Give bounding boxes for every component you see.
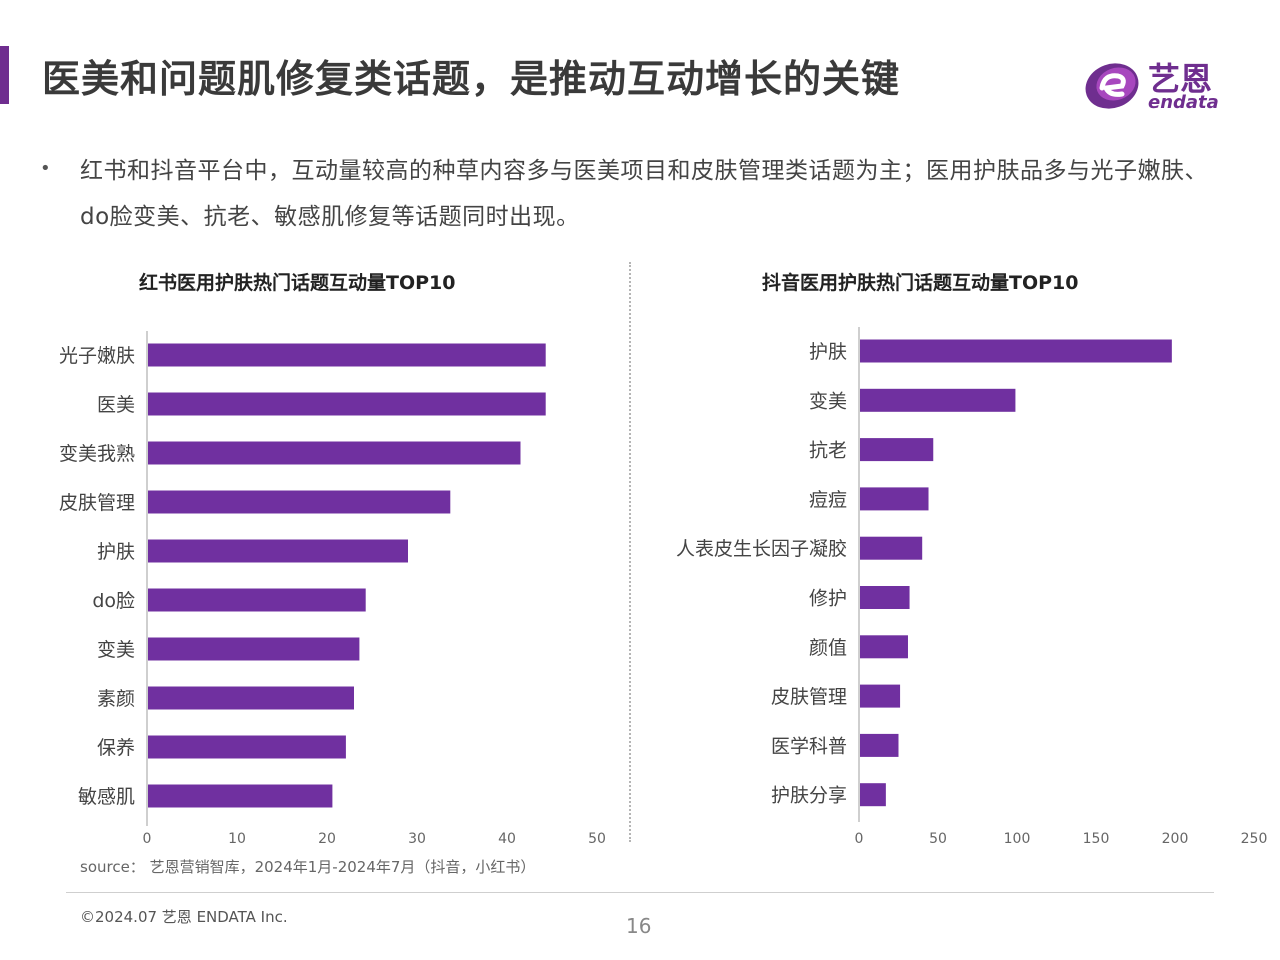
page-title: 医美和问题肌修复类话题，是推动互动增长的关键 [42, 57, 901, 101]
bar-1-9 [860, 783, 886, 807]
category-label: 人表皮生长因子凝胶 [676, 538, 847, 560]
category-label: 皮肤管理 [59, 492, 135, 514]
bar-1-5 [860, 586, 910, 609]
bar-1-7 [860, 684, 901, 708]
bar-1-0 [860, 339, 1172, 363]
category-label: 医学科普 [771, 735, 847, 757]
bar-0-1 [148, 392, 546, 416]
category-label: 皮肤管理 [771, 686, 847, 708]
category-label: 光子嫩肤 [59, 345, 135, 367]
x-tick-label: 200 [1162, 831, 1189, 847]
category-label: 医美 [97, 394, 135, 416]
category-label: 敏感肌 [78, 786, 135, 808]
bar-1-6 [860, 635, 908, 659]
category-label: 抗老 [809, 440, 847, 462]
x-tick-label: 250 [1241, 831, 1268, 847]
x-tick-label: 150 [1083, 831, 1110, 847]
bar-0-3 [148, 490, 451, 514]
category-label: 痘痘 [809, 489, 847, 511]
bar-1-8 [860, 733, 899, 757]
x-tick-label: 50 [929, 831, 947, 847]
bar-1-3 [860, 487, 929, 511]
category-label: 保养 [97, 737, 135, 759]
copyright: ©2024.07 艺恩 ENDATA Inc. [80, 908, 288, 926]
bar-1-2 [860, 438, 934, 462]
x-tick-label: 10 [228, 831, 246, 847]
category-label: 颜值 [809, 637, 847, 659]
endata-logo-icon [1085, 63, 1139, 109]
category-label: 护肤 [809, 341, 847, 363]
x-tick-label: 0 [855, 831, 864, 847]
x-tick-label: 0 [143, 831, 152, 847]
x-tick-label: 20 [318, 831, 336, 847]
chart-divider [629, 262, 631, 842]
bar-0-2 [148, 441, 521, 465]
category-label: 素颜 [97, 688, 135, 710]
bullet-marker: • [40, 158, 51, 179]
category-label: 修护 [809, 588, 847, 610]
bar-0-4 [148, 539, 408, 563]
category-label: 变美我熟 [59, 443, 135, 465]
bar-0-6 [148, 637, 360, 661]
x-tick-label: 50 [588, 831, 606, 847]
logo-text-en: endata [1148, 92, 1219, 113]
bullet-text: 红书和抖音平台中，互动量较高的种草内容多与医美项目和皮肤管理类话题为主；医用护肤… [80, 158, 1208, 230]
bar-1-1 [860, 388, 1016, 412]
title-accent-bar [0, 46, 9, 104]
chart-title-douyin: 抖音医用护肤热门话题互动量TOP10 [762, 272, 1079, 294]
source-note: source： 艺恩营销智库，2024年1月-2024年7月（抖音，小红书） [80, 858, 536, 876]
category-label: 护肤 [97, 541, 135, 563]
category-label: 护肤分享 [771, 785, 847, 807]
page-number: 16 [626, 914, 652, 938]
chart-title-xiaohongshu: 红书医用护肤热门话题互动量TOP10 [139, 272, 456, 294]
endata-logo: 艺恩 endata [1082, 54, 1232, 114]
bar-0-8 [148, 735, 346, 759]
category-label: 变美 [809, 390, 847, 412]
footer-divider [66, 892, 1214, 893]
bar-1-4 [860, 536, 923, 560]
category-label: 变美 [97, 639, 135, 661]
bar-0-7 [148, 686, 354, 710]
logo-text-cn: 艺恩 [1148, 60, 1213, 98]
x-tick-label: 30 [408, 831, 426, 847]
bar-0-0 [148, 343, 546, 367]
x-tick-label: 40 [498, 831, 516, 847]
category-label: do脸 [92, 590, 135, 612]
bar-0-5 [148, 588, 366, 612]
x-tick-label: 100 [1004, 831, 1031, 847]
bar-0-9 [148, 784, 333, 808]
